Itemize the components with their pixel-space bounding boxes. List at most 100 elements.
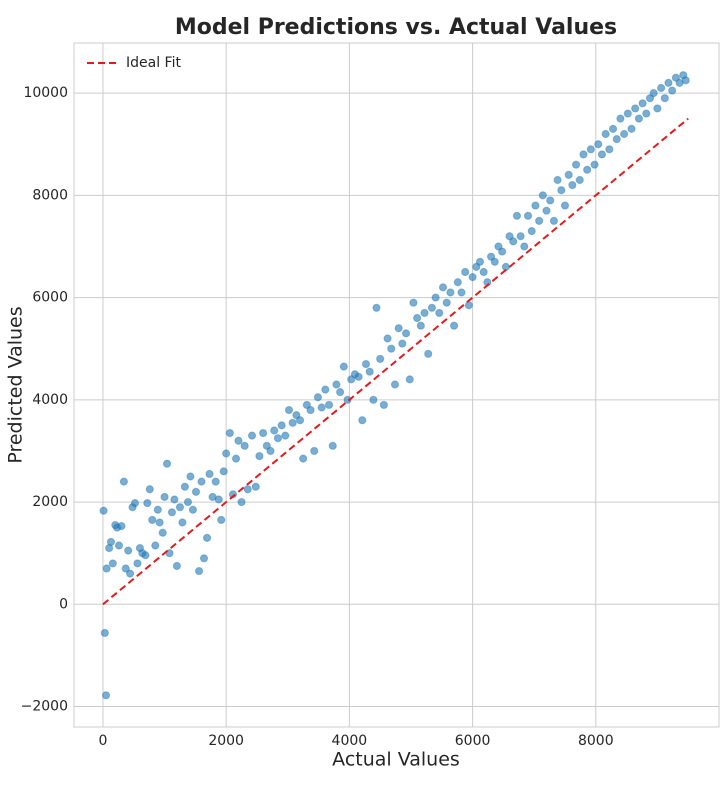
point: [649, 88, 658, 98]
point: [608, 124, 618, 133]
point: [237, 497, 246, 507]
point: [151, 541, 160, 550]
point: [205, 469, 214, 479]
y-tick-label: 0: [59, 596, 68, 612]
point: [251, 482, 260, 491]
y-tick-label: 6000: [32, 290, 68, 306]
point: [383, 334, 392, 343]
point: [197, 477, 206, 486]
point: [634, 114, 644, 123]
point: [579, 150, 588, 159]
point: [194, 566, 204, 576]
point: [277, 421, 286, 430]
point: [158, 528, 167, 537]
point: [124, 546, 133, 555]
point: [461, 267, 470, 277]
point: [243, 485, 252, 494]
point: [668, 86, 677, 95]
x-tick-label: 6000: [455, 733, 491, 749]
x-tick-label: 4000: [332, 733, 368, 749]
point: [631, 104, 640, 113]
point: [369, 395, 378, 404]
point: [546, 196, 555, 205]
point: [523, 211, 533, 220]
y-axis-label: Predicted Values: [5, 306, 27, 463]
point: [442, 298, 451, 307]
point: [475, 257, 485, 266]
point: [153, 505, 162, 514]
point: [273, 434, 283, 443]
point: [219, 467, 228, 476]
point: [623, 109, 632, 118]
point: [675, 78, 684, 87]
point: [564, 170, 573, 179]
point: [247, 431, 257, 440]
point: [262, 441, 271, 450]
point: [310, 446, 319, 456]
point: [457, 288, 466, 297]
point: [612, 135, 621, 144]
point: [101, 691, 111, 700]
point: [498, 247, 507, 256]
point: [172, 561, 181, 571]
point: [259, 428, 268, 438]
point: [553, 175, 562, 185]
point: [231, 454, 241, 463]
point: [627, 124, 636, 133]
point: [143, 498, 152, 508]
point: [520, 242, 529, 251]
point: [575, 175, 584, 185]
point: [191, 487, 201, 496]
point: [472, 262, 481, 272]
point: [590, 160, 599, 169]
point: [398, 339, 407, 348]
point: [671, 73, 680, 82]
point: [281, 431, 290, 440]
point: [240, 441, 249, 450]
point: [208, 492, 217, 502]
y-tick-label: −2000: [21, 699, 68, 715]
point: [486, 252, 496, 261]
point: [645, 94, 655, 103]
point: [653, 104, 662, 113]
point: [660, 94, 669, 103]
point: [361, 359, 371, 369]
point: [106, 537, 116, 547]
point: [390, 380, 400, 389]
point: [416, 321, 425, 330]
y-tick-label: 4000: [32, 392, 68, 408]
point: [108, 559, 117, 568]
y-tick-label: 10000: [23, 85, 68, 101]
point: [586, 145, 595, 154]
point: [512, 211, 522, 220]
point: [394, 324, 403, 333]
point: [401, 329, 411, 338]
point: [409, 298, 418, 307]
point: [347, 375, 356, 384]
point: [616, 114, 625, 123]
point: [133, 559, 142, 568]
point: [468, 273, 477, 282]
point: [100, 628, 109, 638]
point: [324, 400, 334, 410]
point: [505, 232, 514, 241]
point: [114, 541, 124, 550]
point: [557, 186, 566, 195]
point: [125, 569, 135, 578]
point: [509, 237, 518, 246]
point: [178, 518, 187, 527]
point: [527, 227, 536, 236]
y-tick-label: 8000: [32, 187, 68, 203]
point: [420, 308, 429, 318]
point: [130, 498, 140, 508]
point: [387, 344, 396, 353]
point: [620, 129, 629, 139]
y-tick-label: 2000: [32, 494, 68, 510]
point: [605, 145, 614, 154]
point: [438, 283, 448, 292]
point: [583, 165, 592, 174]
point: [217, 515, 226, 525]
point: [255, 451, 264, 461]
point: [358, 416, 367, 425]
